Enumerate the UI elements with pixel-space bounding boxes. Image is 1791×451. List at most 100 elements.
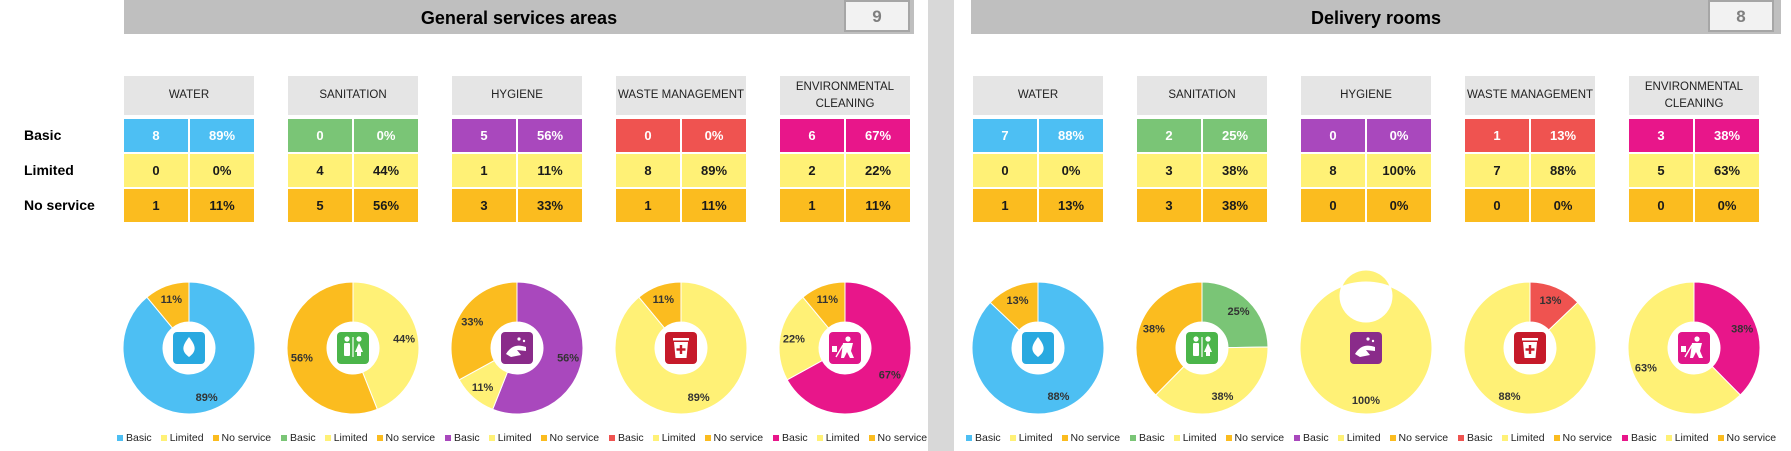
donut-label: 13% (1539, 295, 1561, 307)
legend-label: No service (221, 432, 272, 444)
legend-label: Limited (169, 432, 204, 444)
percent-cell: 0% (1039, 154, 1103, 187)
donut-slice-basic (492, 281, 584, 415)
legend-label: Limited (1674, 432, 1709, 444)
legend-swatch-basic (1130, 434, 1136, 441)
donut-legend: Basic Limited No service (278, 432, 441, 444)
legend-label: Limited (1018, 432, 1053, 444)
donut-label: 100% (1352, 395, 1380, 407)
panel-title-bar: General services areas (124, 0, 914, 34)
donut-label: 33% (461, 317, 483, 329)
donut-legend: Basic Limited No service (1127, 432, 1290, 444)
legend-swatch-no-service (704, 434, 711, 441)
legend-label: Basic (618, 432, 644, 444)
count-cell: 2 (1137, 119, 1201, 152)
legend-label: No service (1070, 432, 1121, 444)
legend-swatch-no-service (868, 434, 875, 441)
row-label-limited: Limited (24, 162, 74, 178)
legend-swatch-no-service (1225, 434, 1232, 441)
donut-slice-basic (786, 281, 912, 415)
donut-slice-limited (352, 281, 420, 411)
donut-legend: Basic Limited No service (442, 432, 605, 444)
percent-cell: 0% (1531, 189, 1595, 222)
legend-swatch-limited (1173, 434, 1180, 441)
donut-chart: 13% 88% (1463, 268, 1597, 433)
count-cell: 3 (1137, 154, 1201, 187)
legend-swatch-limited (1665, 434, 1672, 441)
legend-label: No service (1562, 432, 1613, 444)
count-cell: 3 (452, 189, 516, 222)
donut-label: 11% (653, 294, 675, 306)
donut-slice-no-service (146, 281, 190, 329)
donut-label: 56% (557, 353, 579, 365)
legend-label: Basic (290, 432, 316, 444)
legend-swatch-basic (1294, 434, 1300, 441)
percent-cell: 44% (354, 154, 418, 187)
donut-slice-no-service (802, 281, 846, 329)
percent-cell: 33% (518, 189, 582, 222)
panel-delivery-rooms: Delivery rooms 8 WATER 7 88% 0 0% 1 13% 88% 13% B… (966, 0, 1781, 451)
legend-swatch-basic (1458, 434, 1464, 441)
donut-label: 22% (783, 333, 805, 345)
facility-count-badge: 8 (1708, 0, 1774, 32)
legend-swatch-no-service (1389, 434, 1396, 441)
legend-swatch-limited (1337, 434, 1344, 441)
legend-label: No service (1726, 432, 1777, 444)
legend-label: Limited (661, 432, 696, 444)
count-cell: 5 (1629, 154, 1693, 187)
legend-swatch-no-service (1717, 434, 1724, 441)
category-header: HYGIENE (1301, 76, 1431, 115)
donut-label: 13% (1007, 295, 1029, 307)
row-label-basic: Basic (24, 127, 62, 143)
donut-chart: 67% 22% 11% (778, 268, 912, 433)
percent-cell: 67% (846, 119, 910, 152)
legend-label: No service (1234, 432, 1285, 444)
percent-cell: 38% (1203, 154, 1267, 187)
panel-title: General services areas (420, 8, 618, 28)
count-cell: 0 (1301, 189, 1365, 222)
donut-label: 11% (161, 294, 183, 306)
legend-label: Limited (497, 432, 532, 444)
legend-swatch-limited (816, 434, 823, 441)
count-cell: 8 (616, 154, 680, 187)
donut-label: 89% (196, 392, 218, 404)
row-label-no-service: No service (24, 197, 95, 213)
donut-svg: 67% 22% 11% (778, 281, 912, 415)
percent-cell: 0% (354, 119, 418, 152)
legend-swatch-limited (488, 434, 495, 441)
donut-label: 38% (1731, 323, 1753, 335)
donut-legend: Basic Limited No service (1291, 432, 1454, 444)
donut-svg: 38% 63% (1627, 281, 1761, 415)
legend-label: Limited (825, 432, 860, 444)
count-cell: 0 (1629, 189, 1693, 222)
legend-swatch-no-service (212, 434, 219, 441)
legend-swatch-no-service (540, 434, 547, 441)
panel-title: Delivery rooms (1310, 8, 1442, 28)
count-cell: 5 (288, 189, 352, 222)
donut-svg: 13% 88% (1463, 281, 1597, 415)
legend-label: No service (385, 432, 436, 444)
donut-chart: 38% 63% (1627, 268, 1761, 433)
donut-slice-limited (1627, 281, 1742, 415)
donut-chart: 25% 38% 38% (1135, 268, 1269, 433)
category-header: WASTE MANAGEMENT (616, 76, 746, 115)
percent-cell: 13% (1039, 189, 1103, 222)
panel-general-services-areas: General services areas 9 WATER 8 89% 0 0% 1 11… (117, 0, 927, 451)
legend-swatch-limited (324, 434, 331, 441)
count-cell: 1 (973, 189, 1037, 222)
donut-label: 11% (817, 294, 839, 306)
legend-swatch-no-service (376, 434, 383, 441)
count-cell: 1 (452, 154, 516, 187)
donut-slice-limited (1154, 346, 1269, 415)
category-header: WASTE MANAGEMENT (1465, 76, 1595, 115)
donut-slice-limited (778, 296, 830, 381)
count-cell: 0 (124, 154, 188, 187)
count-cell: 1 (780, 189, 844, 222)
donut-legend: Basic Limited No service (606, 432, 769, 444)
legend-swatch-basic (445, 434, 451, 441)
count-cell: 7 (973, 119, 1037, 152)
donut-legend: Basic Limited No service (1455, 432, 1618, 444)
donut-slice-no-service (989, 281, 1039, 331)
percent-cell: 0% (1367, 189, 1431, 222)
category-header: WATER (124, 76, 254, 115)
